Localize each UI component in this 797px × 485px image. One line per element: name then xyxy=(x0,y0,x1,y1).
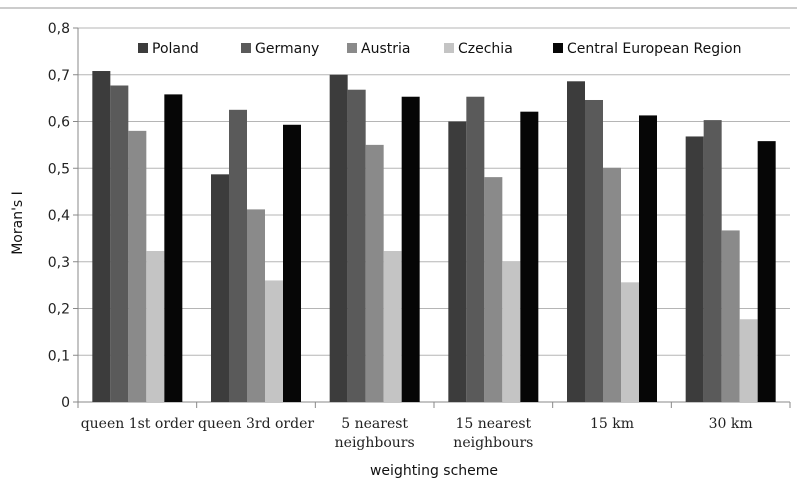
legend-label: Germany xyxy=(255,41,319,57)
bar xyxy=(164,94,183,402)
legend-swatch xyxy=(347,43,357,53)
bar xyxy=(401,96,420,402)
x-category-label: 15 nearest neighbours xyxy=(453,416,533,451)
x-category-label-line: queen 3rd order xyxy=(198,416,314,432)
bar xyxy=(585,99,603,403)
x-category-label: 30 km xyxy=(709,416,753,432)
x-category-label-line: 15 km xyxy=(590,416,634,432)
legend-label: Poland xyxy=(152,41,199,57)
y-tick-label: 0,5 xyxy=(48,161,70,177)
bar xyxy=(128,130,147,402)
y-tick-label: 0,1 xyxy=(48,348,70,364)
y-tick-label: 0 xyxy=(61,395,70,411)
x-category-label-line: 5 nearest xyxy=(341,416,408,432)
bar xyxy=(229,109,247,402)
x-category-label-line: 30 km xyxy=(709,416,753,432)
bar xyxy=(383,250,402,402)
x-category-label: 15 km xyxy=(590,416,634,432)
bar xyxy=(365,144,384,402)
bar xyxy=(265,280,283,402)
bar xyxy=(448,121,467,402)
bar xyxy=(603,167,621,402)
x-category-label-line: 15 nearest xyxy=(455,416,531,432)
y-tick-label: 0,8 xyxy=(48,21,70,37)
bar xyxy=(502,261,521,402)
bar xyxy=(247,209,265,402)
bar xyxy=(347,89,366,403)
bar xyxy=(685,136,704,402)
y-tick-label: 0,7 xyxy=(48,68,70,84)
y-tick-label: 0,2 xyxy=(48,302,70,318)
bar xyxy=(703,120,722,402)
legend-swatch xyxy=(138,43,148,53)
bar xyxy=(739,319,758,402)
bar xyxy=(484,177,503,402)
bar xyxy=(211,174,229,402)
x-category-label-line: neighbours xyxy=(335,435,415,451)
bar xyxy=(520,111,539,403)
bar xyxy=(721,230,740,402)
legend-label: Central European Region xyxy=(567,41,742,57)
bar xyxy=(283,124,301,403)
bar xyxy=(757,141,776,402)
legend-swatch xyxy=(444,43,454,53)
bar xyxy=(92,71,111,402)
x-axis-title: weighting scheme xyxy=(370,463,498,479)
y-tick-label: 0,4 xyxy=(48,208,70,224)
x-category-label: queen 3rd order xyxy=(198,416,314,432)
bar xyxy=(146,250,165,402)
bar xyxy=(329,74,348,402)
y-tick-label: 0,3 xyxy=(48,255,70,271)
y-tick-label: 0,6 xyxy=(48,115,70,131)
legend-label: Austria xyxy=(361,41,410,57)
bar xyxy=(621,282,639,402)
bar xyxy=(110,85,129,402)
bar xyxy=(639,115,657,403)
legend-swatch xyxy=(553,43,563,53)
bar xyxy=(567,81,585,403)
x-category-label-line: queen 1st order xyxy=(81,416,195,432)
x-category-label: queen 1st order xyxy=(81,416,195,432)
y-axis-title: Moran's I xyxy=(10,191,26,255)
x-category-label: 5 nearest neighbours xyxy=(335,416,415,451)
legend-swatch xyxy=(241,43,251,53)
x-category-label-line: neighbours xyxy=(453,435,533,451)
bar xyxy=(466,96,485,402)
legend-label: Czechia xyxy=(458,41,513,57)
